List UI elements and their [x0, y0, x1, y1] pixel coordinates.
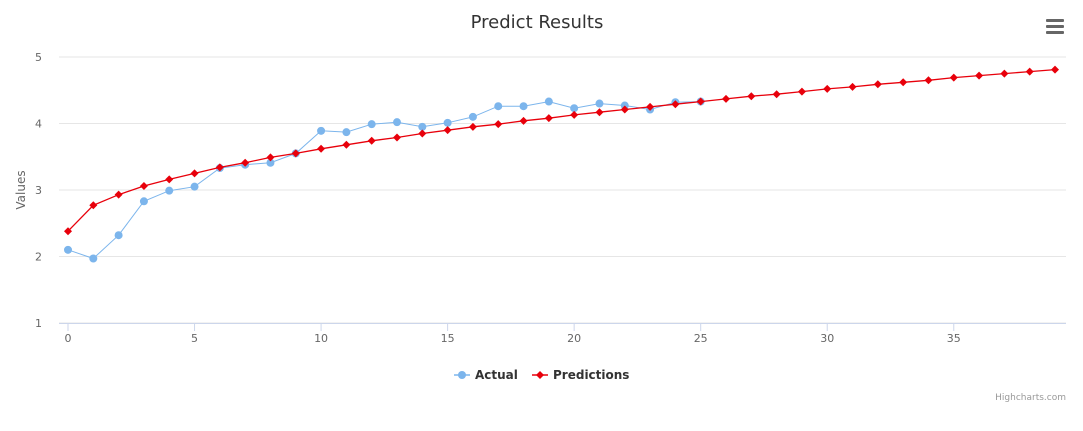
data-point-circle[interactable]	[89, 254, 98, 263]
data-point-diamond[interactable]	[494, 120, 503, 129]
data-point-diamond[interactable]	[393, 133, 401, 142]
chart-menu-button[interactable]	[1040, 12, 1070, 40]
data-point-diamond[interactable]	[165, 175, 174, 184]
data-point-diamond[interactable]	[443, 126, 452, 135]
data-point-diamond[interactable]	[342, 140, 351, 149]
x-tick-label: 20	[567, 332, 581, 345]
series-actual	[64, 97, 705, 263]
data-point-diamond[interactable]	[544, 114, 553, 123]
data-point-diamond[interactable]	[671, 100, 680, 109]
data-point-diamond[interactable]	[570, 110, 579, 119]
hamburger-menu-icon	[1046, 19, 1064, 34]
x-tick-label: 0	[65, 332, 72, 345]
data-point-diamond[interactable]	[823, 84, 832, 93]
x-tick-label: 5	[191, 332, 198, 345]
series-line	[67, 101, 701, 260]
legend-label: Actual	[475, 368, 518, 382]
legend-label: Predictions	[553, 368, 629, 382]
data-point-diamond[interactable]	[696, 97, 705, 106]
data-point-diamond[interactable]	[139, 182, 148, 191]
data-point-circle[interactable]	[443, 118, 452, 127]
legend-item-actual[interactable]: Actual	[454, 368, 518, 382]
x-axis-ticks: 0 5 10 15 20 25 30 35	[65, 323, 961, 345]
grid-lines	[59, 56, 1066, 324]
series-line	[67, 68, 1056, 232]
data-point-diamond[interactable]	[747, 92, 756, 101]
x-tick-label: 15	[441, 332, 455, 345]
data-point-diamond[interactable]	[1051, 65, 1059, 74]
data-point-diamond[interactable]	[114, 190, 123, 199]
x-tick-label: 35	[947, 332, 961, 345]
legend-marker-diamond	[536, 371, 544, 379]
data-point-diamond[interactable]	[1000, 69, 1009, 78]
data-point-circle[interactable]	[317, 126, 326, 135]
data-point-diamond[interactable]	[291, 149, 300, 158]
x-tick-label: 10	[314, 332, 328, 345]
legend: Actual Predictions	[454, 368, 629, 382]
data-point-circle[interactable]	[570, 104, 579, 113]
data-point-diamond[interactable]	[89, 201, 98, 210]
credits-link[interactable]: Highcharts.com	[995, 393, 1066, 403]
chart-title: Predict Results	[471, 12, 604, 33]
data-point-diamond[interactable]	[873, 80, 882, 89]
y-tick-label: 1	[35, 317, 42, 330]
data-point-circle[interactable]	[64, 245, 72, 254]
y-axis-title: Values	[14, 170, 28, 209]
data-point-diamond[interactable]	[899, 78, 908, 87]
data-point-diamond[interactable]	[519, 116, 528, 125]
data-point-circle[interactable]	[342, 128, 351, 137]
data-point-diamond[interactable]	[317, 144, 326, 153]
y-tick-label: 4	[35, 118, 42, 131]
data-point-diamond[interactable]	[468, 122, 477, 131]
data-point-circle[interactable]	[165, 186, 174, 195]
data-point-circle[interactable]	[393, 118, 401, 127]
data-point-diamond[interactable]	[367, 136, 376, 145]
data-point-diamond[interactable]	[797, 87, 806, 96]
data-point-circle[interactable]	[114, 231, 123, 240]
data-point-diamond[interactable]	[241, 158, 250, 167]
x-tick-label: 30	[820, 332, 834, 345]
data-point-diamond[interactable]	[924, 76, 933, 85]
data-point-diamond[interactable]	[772, 90, 781, 99]
data-point-diamond[interactable]	[1025, 67, 1034, 76]
legend-marker-circle	[458, 371, 466, 379]
data-point-diamond[interactable]	[190, 169, 199, 178]
y-axis-ticks: 1 2 3 4 5	[35, 51, 42, 330]
data-point-diamond[interactable]	[595, 108, 604, 117]
data-point-circle[interactable]	[418, 122, 427, 131]
x-tick-label: 25	[694, 332, 708, 345]
series-predictions	[64, 65, 1059, 236]
plot-series	[64, 65, 1059, 263]
data-point-circle[interactable]	[544, 97, 553, 106]
data-point-diamond[interactable]	[646, 102, 655, 111]
data-point-diamond[interactable]	[266, 153, 275, 162]
data-point-circle[interactable]	[139, 197, 148, 206]
data-point-circle[interactable]	[494, 102, 503, 111]
data-point-diamond[interactable]	[722, 94, 730, 103]
data-point-diamond[interactable]	[620, 105, 629, 114]
data-point-diamond[interactable]	[975, 71, 984, 80]
y-tick-label: 3	[35, 184, 42, 197]
data-point-diamond[interactable]	[418, 129, 427, 138]
data-point-circle[interactable]	[190, 182, 199, 191]
data-point-diamond[interactable]	[949, 73, 958, 82]
y-tick-label: 2	[35, 251, 42, 264]
data-point-diamond[interactable]	[64, 227, 72, 236]
data-point-circle[interactable]	[595, 99, 604, 108]
data-point-circle[interactable]	[519, 102, 528, 111]
data-point-circle[interactable]	[367, 120, 376, 129]
data-point-circle[interactable]	[468, 112, 477, 121]
data-point-diamond[interactable]	[848, 82, 857, 91]
data-point-diamond[interactable]	[215, 163, 224, 172]
legend-item-predictions[interactable]: Predictions	[532, 368, 629, 382]
data-point-circle[interactable]	[266, 158, 275, 167]
y-tick-label: 5	[35, 51, 42, 64]
